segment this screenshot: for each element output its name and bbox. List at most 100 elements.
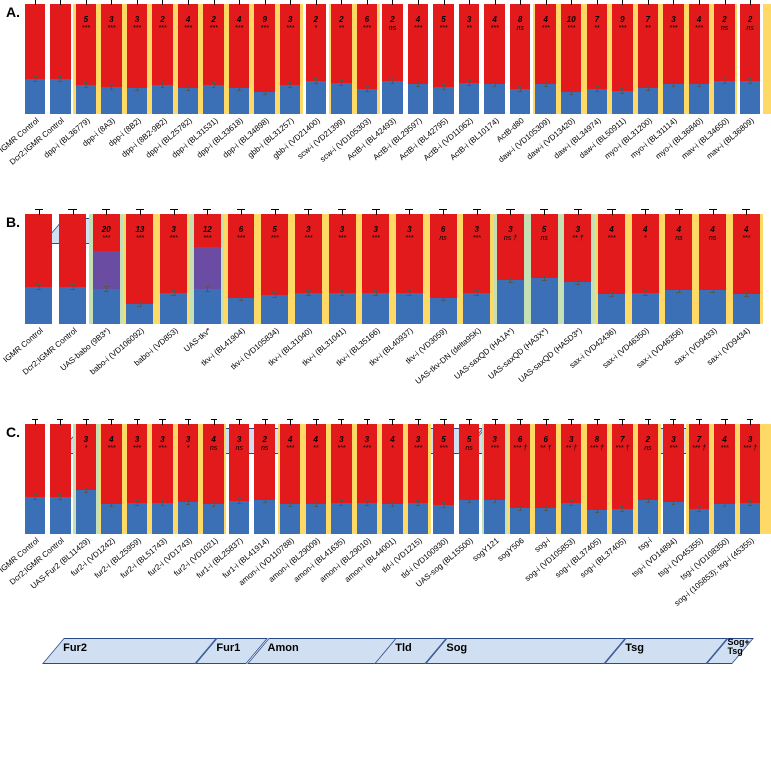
error-bar — [372, 209, 380, 214]
bar-segment-top: 4ns — [203, 424, 223, 504]
bar: 4*** — [689, 4, 709, 114]
bar-segment-top: 6*** — [228, 214, 255, 298]
x-label-slot: dpp-i (8B2-9B2) — [150, 114, 176, 204]
bar-slot: 4*** — [686, 4, 712, 114]
bar-slot: 4*** — [277, 424, 303, 534]
bar-segment-bottom — [357, 503, 377, 534]
bar: 5ns — [531, 214, 558, 324]
bar-slot: 2ns — [712, 4, 738, 114]
bar-segment-top: 4*** — [598, 214, 625, 294]
bar-segment-bottom — [510, 89, 530, 114]
bar-segment-bottom — [101, 87, 121, 115]
bar-annotation: 7** — [638, 16, 658, 33]
x-label-slot: sax-i (VD46356) — [662, 324, 696, 414]
bar-segment-top: 3** † — [564, 214, 591, 282]
error-bar — [35, 209, 43, 214]
x-label-slot: mav-i (BL36809) — [737, 114, 763, 204]
error-bar-mid — [415, 81, 421, 87]
bar-segment-bottom — [228, 298, 255, 324]
bar-segment-top: 3** — [459, 4, 479, 83]
error-bar — [568, 0, 574, 4]
bar-segment-bottom — [101, 504, 121, 534]
error-bar-mid — [304, 290, 312, 296]
bar-slot: 5*** — [258, 214, 292, 324]
bar-segment-top: 4ns — [699, 214, 726, 290]
bar-segment-top: 7** — [638, 4, 658, 88]
bar-segment-top: 2ns — [254, 424, 274, 500]
error-bar-mid — [364, 86, 370, 92]
bar-annotation: 2ns — [714, 16, 734, 33]
x-label-slot: sog-i — [533, 534, 559, 624]
bar: 7*** † — [612, 424, 632, 534]
x-label-slot: UAS-sog (BL15500) — [456, 534, 482, 624]
bar: 4*** — [280, 424, 300, 534]
error-bar-mid — [466, 80, 472, 86]
error-bar-mid — [159, 500, 165, 506]
bar-segment-bottom — [484, 84, 504, 114]
error-bar-mid — [313, 78, 319, 84]
bar-segment-top — [50, 4, 70, 79]
x-label-slot: tld-i (VD100930) — [431, 534, 457, 624]
x-label-slot: fur2-i (VD1242) — [99, 534, 125, 624]
bar-segment-top: 3ns — [229, 424, 249, 501]
x-label-slot: dpp-i (8B2) — [124, 114, 150, 204]
bar-annotation: 8*** † — [587, 436, 607, 453]
bar-segment-bottom — [329, 293, 356, 324]
bar: 4*** — [408, 4, 428, 114]
bar-annotation: 9*** — [254, 16, 274, 33]
bar: 5*** — [433, 424, 453, 534]
bar-segment-top: 3*** — [362, 214, 389, 293]
bar: 7*** † — [689, 424, 709, 534]
bar-segment-bottom — [331, 83, 351, 114]
error-bar-mid — [159, 82, 165, 88]
error-bar-mid — [271, 292, 279, 298]
bar-segment-top: 3*** — [408, 424, 428, 503]
bar-segment-top — [59, 214, 86, 287]
bar-slot: 2ns — [737, 4, 763, 114]
bar: 6*** † — [510, 424, 530, 534]
bar-segment-top: 3** † — [561, 424, 581, 503]
bar-segment-top: 4*** — [280, 424, 300, 504]
bar-segment-top: 5ns — [459, 424, 479, 500]
error-bar-mid — [747, 78, 753, 84]
bar-slot: 4*** — [712, 424, 738, 534]
bar: 3*** — [357, 424, 377, 534]
error-bar — [159, 0, 165, 4]
bar-slot: 4*** — [175, 4, 201, 114]
error-bar-mid — [619, 506, 625, 512]
x-label-slot: dpp-i (BL34898) — [252, 114, 278, 204]
bar-segment-bottom — [160, 293, 187, 324]
bar: 8*** † — [587, 424, 607, 534]
error-bar — [102, 209, 110, 214]
error-bar — [696, 0, 702, 4]
bar-segment-bottom — [396, 293, 423, 324]
bar-segment-bottom — [25, 287, 52, 324]
bar-annotation: 4*** — [714, 436, 734, 453]
bar-annotation: 4*** — [280, 436, 300, 453]
bar-segment-bottom — [194, 289, 221, 324]
bar-segment-bottom — [127, 88, 147, 114]
bar: 4*** — [714, 424, 734, 534]
bar-slot: 3*** — [329, 424, 355, 534]
x-label-slot: ActB-i (VD11062) — [456, 114, 482, 204]
bar-segment-top: 3*** — [101, 4, 121, 87]
bar-segment-bottom — [152, 503, 172, 534]
error-bar — [185, 419, 191, 424]
error-bar — [568, 419, 574, 424]
bar-annotation: 3* — [76, 436, 96, 453]
bar-segment-bottom — [127, 503, 147, 534]
error-bar-mid — [742, 291, 750, 297]
bar-annotation: 2*** — [203, 16, 223, 33]
bar-slot: 5ns — [527, 214, 561, 324]
error-bar-mid — [492, 81, 498, 87]
bar: 3** † — [564, 214, 591, 324]
error-bar — [574, 209, 582, 214]
x-label-slot: sax-i (VD46350) — [628, 324, 662, 414]
bar-slot: 9*** — [252, 4, 278, 114]
bar-segment-top: 2ns — [638, 424, 658, 500]
bar-slot: 3*** — [124, 424, 150, 534]
bar-slot: 7** — [635, 4, 661, 114]
error-bar — [338, 209, 346, 214]
bar-slot: 6*** † — [507, 424, 533, 534]
bar-segment-top: 10*** — [561, 4, 581, 92]
